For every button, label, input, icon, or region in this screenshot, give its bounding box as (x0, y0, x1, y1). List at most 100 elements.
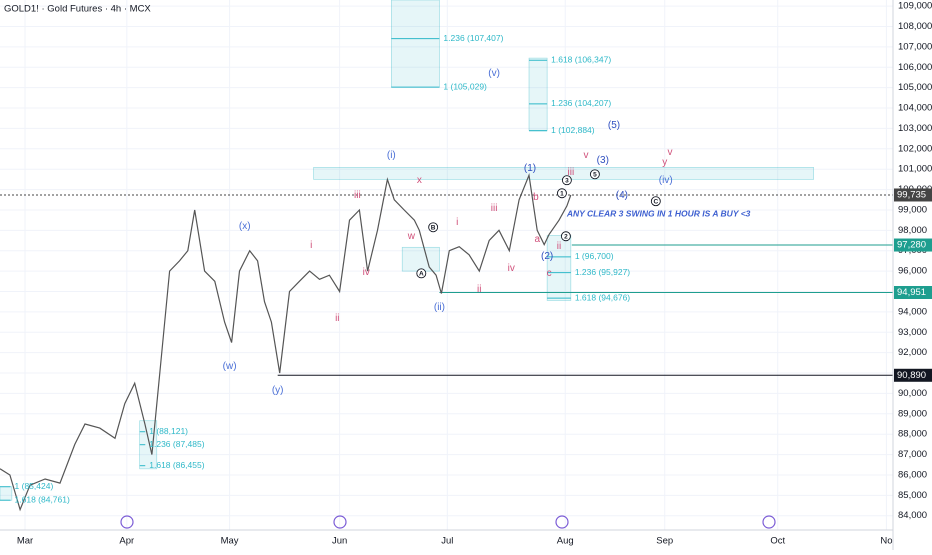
wave-label: ii (335, 313, 339, 324)
level-tag-label: 99,735 (897, 189, 926, 200)
wave-label: y (662, 157, 667, 168)
wave-label: ii (557, 241, 561, 252)
level-tag-label: 97,280 (897, 240, 926, 251)
x-tick-label: Jul (441, 536, 453, 547)
wave-label: iii (354, 190, 361, 201)
y-tick-label: 87,000 (898, 449, 927, 460)
circled-label: 1 (560, 190, 564, 197)
fib-label: 1.618 (106,347) (551, 54, 611, 64)
y-tick-label: 92,000 (898, 347, 927, 358)
wave-label: iv (508, 263, 515, 274)
price-line (0, 173, 572, 512)
wave-label: (iv) (659, 175, 673, 186)
wave-label: w (407, 231, 416, 242)
fib-label: 1.236 (104,207) (551, 98, 611, 108)
event-icon[interactable] (333, 515, 347, 529)
level-tag (894, 285, 932, 299)
y-tick-label: 102,000 (898, 143, 932, 154)
wave-label: iii (491, 203, 498, 214)
note: ANY CLEAR 3 SWING IN 1 HOUR IS A BUY <3 (566, 209, 751, 219)
fib-label: 1.618 (84,761) (15, 494, 70, 504)
y-tick-label: 88,000 (898, 429, 927, 440)
fib-label: 1 (96,700) (575, 251, 614, 261)
circled-marker (416, 268, 427, 279)
y-tick-label: 85,000 (898, 490, 927, 501)
fib-zone (546, 235, 572, 301)
y-tick-label: 106,000 (898, 62, 932, 73)
wave-label: (2) (541, 251, 553, 262)
wave-label: (ii) (434, 302, 445, 313)
level-tag (894, 238, 932, 252)
x-tick-label: May (221, 536, 239, 547)
chart-title: GOLD1! · Gold Futures · 4h · MCX (4, 4, 151, 15)
fib-zone (391, 0, 440, 88)
wave-label: i (310, 240, 312, 251)
x-tick-label: Sep (656, 536, 673, 547)
circled-label: B (431, 225, 436, 232)
fib-label: 1.618 (86,455) (149, 460, 204, 470)
wave-label: (4) (616, 190, 628, 201)
circled-marker (557, 188, 567, 199)
fib-label: 1 (105,029) (443, 81, 487, 91)
wave-label: (i) (387, 150, 396, 161)
fib-label: 1.618 (94,676) (575, 292, 630, 302)
wave-label: (5) (608, 120, 620, 131)
fib-label: 1.236 (87,485) (149, 439, 204, 449)
circled-marker (560, 231, 571, 242)
y-tick-label: 96,000 (898, 266, 927, 277)
wave-label: ii (477, 284, 481, 295)
fib-label: 1 (85,424) (15, 481, 54, 491)
level-tag (894, 368, 932, 382)
y-tick-label: 101,000 (898, 164, 932, 175)
circled-label: A (419, 271, 424, 278)
x-tick-label: Jun (332, 536, 347, 547)
wave-label: (w) (223, 361, 237, 372)
circled-label: 5 (593, 172, 597, 179)
circled-marker (561, 175, 572, 186)
fib-label: 1.236 (107,407) (443, 33, 503, 43)
level-tag-label: 94,951 (897, 287, 926, 298)
y-tick-label: 107,000 (898, 41, 932, 52)
y-tick-label: 86,000 (898, 469, 927, 480)
wave-label: (x) (239, 221, 251, 232)
wave-label: i (456, 217, 458, 228)
wave-label: iv (363, 267, 370, 278)
y-tick-label: 89,000 (898, 408, 927, 419)
event-icon[interactable] (555, 515, 569, 529)
grid (0, 0, 893, 530)
level-tag (894, 188, 932, 202)
fib-zone (528, 57, 548, 131)
wave-label: v (667, 147, 672, 158)
fib-label: 1 (102,884) (551, 125, 595, 135)
y-tick-label: 99,000 (898, 204, 927, 215)
event-icon[interactable] (120, 515, 134, 529)
y-tick-label: 109,000 (898, 1, 932, 12)
circled-marker (589, 169, 600, 180)
x-tick-label: No (880, 536, 892, 547)
fib-zone (0, 486, 13, 501)
wave-label: (v) (488, 68, 500, 79)
wave-label: (1) (524, 163, 536, 174)
wave-label: b (533, 192, 539, 203)
x-tick-label: Mar (17, 536, 33, 547)
wave-label: a (534, 234, 540, 245)
x-tick-label: Aug (557, 536, 574, 547)
event-icons (120, 515, 776, 529)
circled-marker (428, 222, 439, 233)
plot-area: 1.236 (107,407) 1 (105,029) 1.618 (106,347… (0, 0, 893, 512)
fib-label: 1 (88,121) (149, 426, 188, 436)
circled-label: 3 (565, 177, 569, 184)
event-icon[interactable] (762, 515, 776, 529)
y-tick-label: 94,000 (898, 306, 927, 317)
fib-zone (401, 246, 440, 272)
wave-label: x (417, 175, 422, 186)
x-tick-label: Apr (119, 536, 134, 547)
circled-marker (650, 196, 661, 207)
y-tick-label: 104,000 (898, 103, 932, 114)
fib-label: 1.236 (95,927) (575, 267, 630, 277)
y-tick-label: 103,000 (898, 123, 932, 134)
wave-label: v (584, 150, 589, 161)
wave-label: c (547, 268, 552, 279)
y-tick-label: 84,000 (898, 510, 927, 521)
